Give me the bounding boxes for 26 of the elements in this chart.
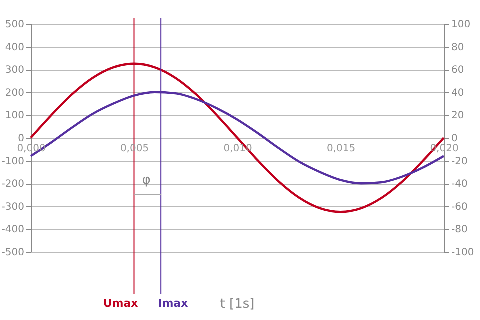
x-axis-title: t [1s]	[220, 297, 255, 312]
y2-tick-label: -80	[452, 224, 468, 236]
y2-tick-label: -20	[452, 156, 468, 168]
y-tick-label: -300	[2, 202, 24, 213]
ref-line-label: Umax	[103, 297, 138, 310]
y-tick-label: -500	[2, 248, 24, 258]
y2-tick-label: 100	[452, 20, 471, 30]
y-tick-label: 200	[5, 88, 24, 99]
y-tick-label: -400	[2, 224, 24, 236]
y2-tick-label: -60	[452, 202, 468, 213]
y-tick-label: 300	[5, 65, 24, 76]
y2-tick-label: 20	[452, 110, 464, 122]
y2-tick-label: 60	[452, 65, 464, 76]
y-tick-label: -100	[2, 156, 24, 168]
y2-tick-label: -100	[452, 248, 474, 258]
y2-tick-label: 0	[452, 134, 458, 144]
ref-line-label: Imax	[158, 297, 188, 310]
y2-tick-label: -40	[452, 179, 468, 190]
y2-tick-label: 80	[452, 42, 464, 54]
y-tick-label: 100	[5, 110, 24, 122]
y-tick-label: 400	[5, 42, 24, 54]
y-tick-label: -200	[2, 179, 24, 190]
y-tick-label: 500	[5, 20, 24, 30]
x-tick-label: 0,015	[326, 144, 356, 154]
y-tick-label: 0	[18, 134, 24, 144]
y2-tick-label: 40	[452, 88, 464, 99]
